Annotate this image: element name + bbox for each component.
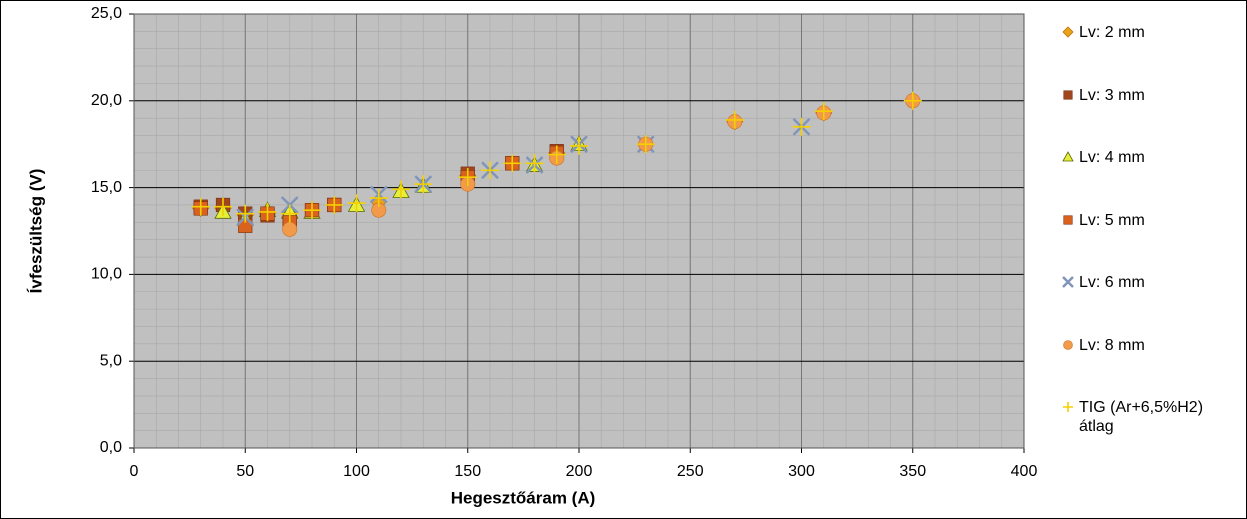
point [236, 204, 255, 223]
point [503, 154, 522, 173]
legend-marker [1063, 339, 1073, 350]
point [347, 194, 366, 213]
point [1062, 26, 1074, 38]
point [792, 117, 811, 136]
point [303, 201, 321, 220]
legend-marker [1063, 214, 1073, 225]
y-tick-label: 10,0 [91, 266, 122, 283]
point [570, 136, 588, 155]
point [725, 110, 744, 129]
legend-item: Lv: 6 mm [1061, 273, 1241, 336]
point [214, 197, 232, 216]
x-axis-title: Hegesztőáram (A) [451, 488, 596, 507]
legend-label: Lv: 5 mm [1079, 211, 1145, 229]
point [325, 195, 344, 214]
plot-border [133, 13, 1025, 449]
x-tick-label: 250 [677, 463, 704, 480]
y-tick-label: 15,0 [91, 179, 122, 196]
legend-item: Lv: 8 mm [1061, 336, 1241, 399]
legend-label: Lv: 6 mm [1079, 274, 1145, 291]
legend-marker [1062, 151, 1074, 162]
legend-item: Lv: 3 mm [1061, 86, 1241, 149]
x-tick-label: 0 [130, 463, 139, 480]
legend-item: Lv: 5 mm [1061, 211, 1241, 274]
point [280, 204, 299, 223]
x-tick-label: 150 [454, 463, 481, 480]
legend-marker [1063, 89, 1073, 100]
legend-label: Lv: 3 mm [1079, 86, 1145, 104]
point [636, 135, 655, 154]
legend: Lv: 2 mm Lv: 3 mm Lv: 4 mm Lv: 5 mm Lv: 6 mm… [1061, 23, 1241, 461]
legend-marker [1062, 276, 1074, 288]
point [1062, 276, 1074, 288]
point [1062, 151, 1074, 162]
point [392, 180, 410, 199]
legend-marker [1062, 26, 1074, 38]
point [369, 189, 388, 208]
y-tick-label: 25,0 [91, 5, 122, 22]
point [525, 154, 544, 173]
legend-label: Lv: 8 mm [1079, 336, 1145, 354]
y-axis-title: Ívfeszültség (V) [26, 169, 45, 294]
legend-item: Lv: 4 mm [1061, 148, 1241, 211]
chart: Hegesztőáram (A) Ívfeszültség (V) 0 50 100… [26, 5, 1038, 507]
y-tick-label: 20,0 [91, 92, 122, 109]
legend-label: Lv: 4 mm [1079, 149, 1145, 166]
x-tick-label: 100 [343, 463, 370, 480]
x-tick-label: 400 [1011, 463, 1038, 480]
point [1063, 214, 1073, 225]
legend-item: TIG (Ar+6,5%H2) átlag [1061, 398, 1241, 461]
legend-marker [1063, 402, 1073, 412]
legend-item: Lv: 2 mm [1061, 23, 1241, 86]
point [414, 175, 433, 194]
point [481, 161, 499, 180]
x-tick-label: 200 [566, 463, 593, 480]
point [458, 168, 477, 187]
point [814, 102, 833, 121]
legend-label: Lv: 2 mm [1079, 24, 1145, 41]
point [547, 145, 566, 164]
x-tick-label: 350 [899, 463, 926, 480]
point [282, 221, 298, 237]
point [1063, 339, 1073, 350]
point [1063, 402, 1073, 412]
x-tick-label: 300 [788, 463, 815, 480]
point [1063, 89, 1073, 100]
point [903, 91, 922, 110]
point [191, 197, 210, 216]
x-tick-label: 50 [236, 463, 254, 480]
y-tick-label: 0,0 [100, 439, 122, 456]
y-tick-label: 5,0 [100, 352, 122, 369]
legend-label: TIG (Ar+6,5%H2) átlag [1079, 399, 1204, 435]
point [258, 202, 277, 221]
